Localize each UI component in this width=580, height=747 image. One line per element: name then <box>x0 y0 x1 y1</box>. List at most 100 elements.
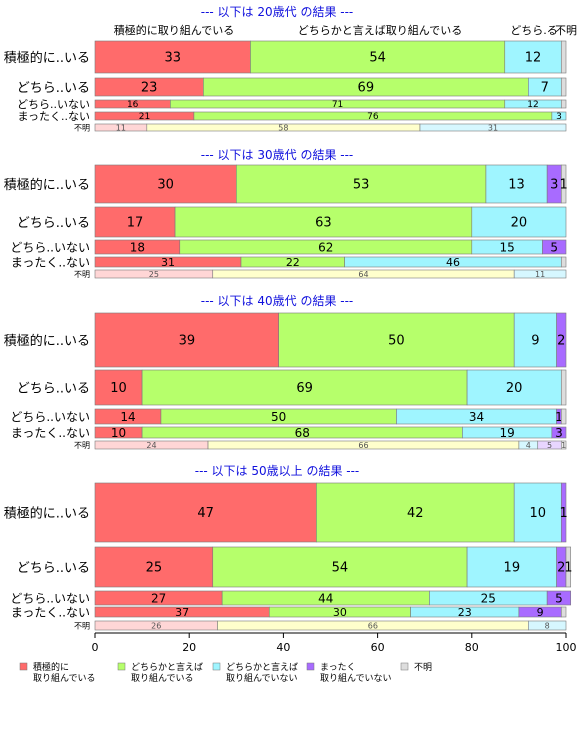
legend-item: 積極的に取り組んでいる <box>19 661 96 684</box>
bar-row: どちら..いない 14 50 34 1 <box>10 408 567 425</box>
data-label: 2 <box>557 561 565 576</box>
data-label: 1 <box>564 561 572 576</box>
row-label: どちら..いる <box>17 381 90 396</box>
data-label: 1 <box>561 441 566 450</box>
data-label: 12 <box>525 51 542 66</box>
bar-segment <box>466 546 557 588</box>
data-label: 11 <box>535 270 545 279</box>
data-label: 66 <box>358 441 368 450</box>
legend-swatch <box>212 662 221 671</box>
panel-title: --- 以下は 50歳以上 の結果 --- <box>195 464 360 478</box>
panel-1: --- 以下は 30歳代 の結果 ---積極的に..いる 30 53 13 3 1どちら.… <box>4 148 568 279</box>
data-label: 23 <box>141 81 158 96</box>
data-label: 5 <box>547 441 552 450</box>
data-label: 31 <box>161 256 175 269</box>
data-label: 2 <box>557 334 565 349</box>
bar-segment <box>250 40 506 74</box>
row-label: 積極的に..いる <box>4 505 90 521</box>
data-label: 4 <box>526 441 531 450</box>
legend-label: どちらかと言えば <box>131 661 203 673</box>
bar-segment <box>528 620 567 631</box>
data-label: 47 <box>197 506 214 521</box>
x-tick-label: 0 <box>92 641 99 654</box>
row-label: まったく..ない <box>11 256 90 270</box>
data-label: 31 <box>488 123 498 132</box>
row-label: どちら..いない <box>17 98 90 111</box>
bar-row: 積極的に..いる 39 50 9 2 <box>4 312 567 368</box>
row-label: 不明 <box>74 441 90 450</box>
panel-title: --- 以下は 30歳代 の結果 --- <box>201 148 354 162</box>
x-tick-label: 40 <box>276 641 290 654</box>
row-label: まったく..ない <box>17 110 90 123</box>
row-label: 不明 <box>74 124 90 133</box>
bar-segment <box>560 99 567 109</box>
bar-segment <box>513 312 557 368</box>
data-label: 15 <box>499 240 514 254</box>
data-label: 64 <box>358 270 368 279</box>
data-label: 1 <box>560 506 568 521</box>
data-label: 39 <box>179 334 196 349</box>
data-label: 62 <box>318 240 333 254</box>
bar-segment <box>556 312 567 368</box>
data-label: 66 <box>368 621 378 630</box>
legend-label: 取り組んでいない <box>226 672 298 684</box>
row-label: 不明 <box>74 622 90 631</box>
data-label: 34 <box>469 410 484 424</box>
data-label: 26 <box>151 621 161 630</box>
chart-panels: --- 以下は 20歳代 の結果 ---積極的に..いる 33 54 12どちら..い… <box>4 5 573 631</box>
data-label: 53 <box>353 178 370 193</box>
bar-row: 積極的に..いる 30 53 13 3 1 <box>4 164 568 204</box>
bar-segment <box>466 369 562 406</box>
bar-segment <box>560 440 567 450</box>
bar-row: どちら..いる 17 63 20 <box>17 206 567 238</box>
data-label: 1 <box>555 410 563 424</box>
x-tick-label: 100 <box>556 641 577 654</box>
bar-row: 不明 26 66 8 <box>74 620 567 631</box>
panel-2: --- 以下は 40歳代 の結果 --- 積極的に..いる 39 50 9 2 どちら..い… <box>4 294 567 450</box>
data-label: 3 <box>556 112 562 122</box>
panel-0: --- 以下は 20歳代 の結果 ---積極的に..いる 33 54 12どちら..い… <box>4 5 567 133</box>
legend-label: まったく <box>320 662 356 673</box>
bar-row: どちら..いる 23 69 7 <box>17 77 567 97</box>
bar-segment <box>546 590 572 606</box>
data-label: 69 <box>358 81 375 96</box>
row-label: どちら..いない <box>10 410 90 424</box>
row-label: まったく..ない <box>11 606 90 620</box>
data-label: 10 <box>111 426 126 440</box>
legend: 積極的に取り組んでいるどちらかと言えば取り組んでいるどちらかと言えば取り組んでい… <box>19 661 432 684</box>
data-label: 30 <box>333 606 347 619</box>
bar-segment <box>560 369 567 406</box>
data-label: 46 <box>446 256 460 269</box>
row-label: どちら..いる <box>17 81 90 96</box>
data-label: 11 <box>116 123 126 132</box>
data-label: 22 <box>286 256 300 269</box>
legend-label: どちらかと言えば <box>226 661 298 673</box>
data-label: 3 <box>555 426 563 440</box>
x-axis: 0 20 40 60 80 100 <box>92 632 577 654</box>
bar-row: まったく..ない 21 76 3 <box>17 110 567 123</box>
legend-swatch <box>19 662 28 671</box>
bar-row: まったく..ない 37 30 23 9 <box>11 606 567 620</box>
bar-segment <box>174 206 473 238</box>
bar-segment <box>560 606 567 618</box>
data-label: 8 <box>545 621 550 630</box>
x-tick-label: 80 <box>465 641 479 654</box>
data-label: 16 <box>127 100 139 110</box>
legend-item: どちらかと言えば取り組んでいる <box>117 661 203 684</box>
bar-segment <box>278 312 515 368</box>
panel-3: --- 以下は 50歳以上 の結果 ---積極的に..いる 47 42 10 1どちら.… <box>4 464 573 631</box>
data-label: 17 <box>127 216 144 231</box>
data-label: 19 <box>504 561 521 576</box>
bar-row: 不明 25 64 11 <box>74 269 567 279</box>
data-label: 7 <box>541 81 549 96</box>
row-label: どちら..いない <box>10 241 90 255</box>
bar-segment <box>504 40 562 74</box>
data-label: 42 <box>407 506 424 521</box>
data-label: 5 <box>555 591 563 605</box>
bar-segment <box>513 482 562 543</box>
column-header-2: どちら.る <box>510 24 558 37</box>
data-label: 10 <box>110 381 127 396</box>
bar-segment <box>565 546 572 588</box>
